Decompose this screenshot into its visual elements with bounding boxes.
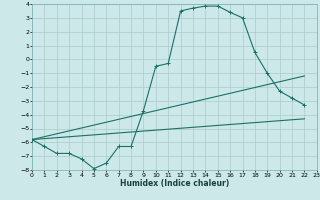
- X-axis label: Humidex (Indice chaleur): Humidex (Indice chaleur): [120, 179, 229, 188]
